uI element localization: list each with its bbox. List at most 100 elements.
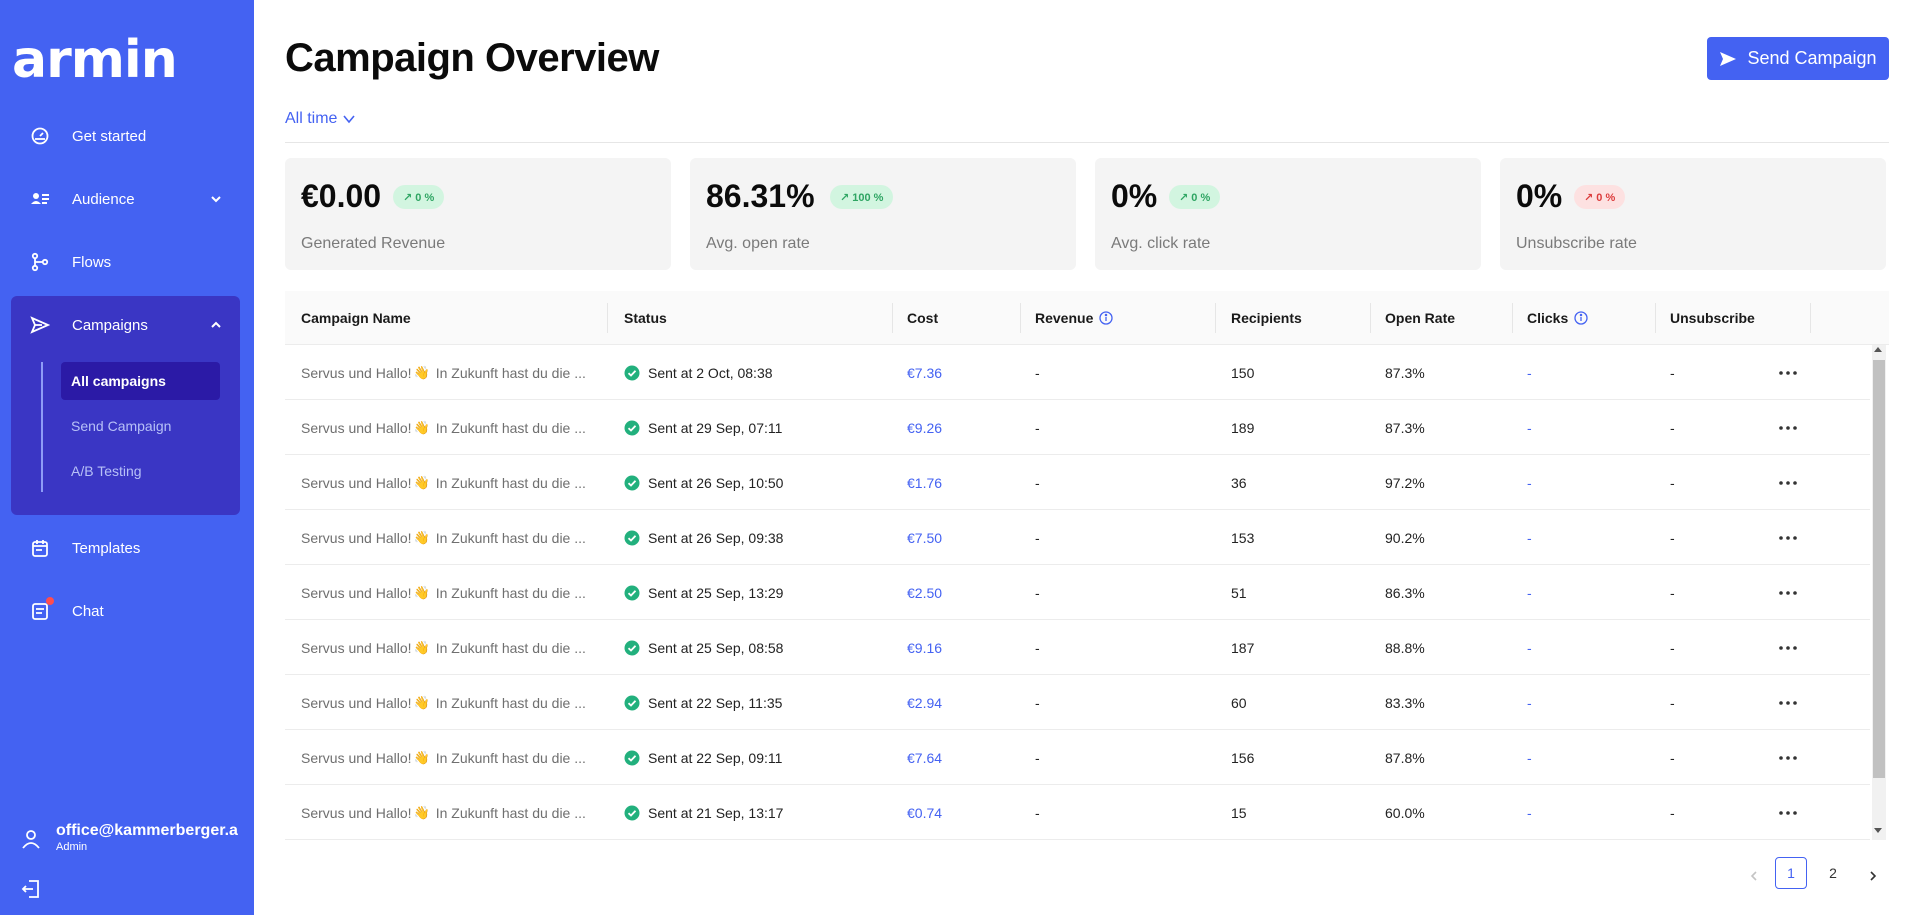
clicks-cell[interactable]: - <box>1527 345 1532 400</box>
campaign-name: Servus und Hallo! <box>301 804 412 821</box>
table-row[interactable]: Servus und Hallo! 👋 In Zukunft hast du die… <box>285 345 1870 400</box>
more-options-icon[interactable] <box>1779 730 1797 785</box>
sidebar-subitem-ab-testing[interactable]: A/B Testing <box>71 463 142 479</box>
pagination-next-button[interactable] <box>1857 860 1889 892</box>
recipients-cell: 150 <box>1231 345 1254 400</box>
campaign-name-cell[interactable]: Servus und Hallo! 👋 In Zukunft hast du die… <box>301 345 586 400</box>
check-circle-icon <box>624 420 640 435</box>
trend-badge: ↗ 0 % <box>1169 185 1221 209</box>
logout-icon[interactable] <box>20 878 42 900</box>
send-campaign-label: Send Campaign <box>1747 48 1877 68</box>
sidebar-item-chat[interactable]: Chat <box>12 591 240 631</box>
campaign-name-cell[interactable]: Servus und Hallo! 👋 In Zukunft hast du die… <box>301 620 586 675</box>
table-row[interactable]: Servus und Hallo! 👋 In Zukunft hast du die… <box>285 675 1870 730</box>
app-logo[interactable]: armin <box>12 30 178 90</box>
table-row[interactable]: Servus und Hallo! 👋 In Zukunft hast du die… <box>285 455 1870 510</box>
cost-cell[interactable]: €0.74 <box>907 785 942 840</box>
campaign-preview: In Zukunft hast du die ... <box>435 694 586 711</box>
more-options-icon[interactable] <box>1779 785 1797 840</box>
sidebar-subitem-send-campaign[interactable]: Send Campaign <box>71 418 172 434</box>
waving-hand-icon: 👋 <box>413 419 430 435</box>
campaign-name-cell[interactable]: Servus und Hallo! 👋 In Zukunft hast du die… <box>301 510 586 565</box>
cost-cell[interactable]: €7.64 <box>907 730 942 785</box>
column-header-cost[interactable]: Cost <box>907 310 939 326</box>
campaign-name-cell[interactable]: Servus und Hallo! 👋 In Zukunft hast du die… <box>301 400 586 455</box>
unsubscribe-cell: - <box>1670 400 1675 455</box>
column-header-status[interactable]: Status <box>624 310 667 326</box>
table-row[interactable]: Servus und Hallo! 👋 In Zukunft hast du die… <box>285 565 1870 620</box>
campaign-name-cell[interactable]: Servus und Hallo! 👋 In Zukunft hast du die… <box>301 675 586 730</box>
info-icon[interactable] <box>1099 311 1114 325</box>
clicks-cell[interactable]: - <box>1527 455 1532 510</box>
table-row[interactable]: Servus und Hallo! 👋 In Zukunft hast du die… <box>285 620 1870 675</box>
info-icon[interactable] <box>1574 311 1588 325</box>
campaign-name-cell[interactable]: Servus und Hallo! 👋 In Zukunft hast du die… <box>301 785 586 840</box>
clicks-cell[interactable]: - <box>1527 730 1532 785</box>
stat-label: Unsubscribe rate <box>1516 235 1637 252</box>
pagination-prev-button[interactable] <box>1738 860 1770 892</box>
clicks-cell[interactable]: - <box>1527 510 1532 565</box>
sidebar-subitem-all-campaigns[interactable]: All campaigns <box>61 362 220 400</box>
waving-hand-icon: 👋 <box>413 474 430 490</box>
cost-cell[interactable]: €7.50 <box>907 510 942 565</box>
clicks-value: - <box>1527 694 1532 711</box>
time-filter-dropdown[interactable]: All time <box>285 110 356 128</box>
time-filter-label: All time <box>285 110 338 127</box>
table-row[interactable]: Servus und Hallo! 👋 In Zukunft hast du die… <box>285 510 1870 565</box>
send-icon <box>1720 51 1737 66</box>
more-options-icon[interactable] <box>1779 400 1797 455</box>
scroll-up-arrow[interactable] <box>1874 347 1882 352</box>
cost-value: €9.26 <box>907 419 943 436</box>
cost-cell[interactable]: €9.26 <box>907 400 942 455</box>
cost-cell[interactable]: €9.16 <box>907 620 942 675</box>
sidebar-item-flows[interactable]: Flows <box>12 242 240 282</box>
sidebar-item-campaigns[interactable]: Campaigns <box>12 305 240 345</box>
column-header-unsubscribe[interactable]: Unsubscribe <box>1670 310 1755 326</box>
scroll-down-arrow[interactable] <box>1874 828 1882 833</box>
pagination-page-2[interactable]: 2 <box>1829 865 1837 881</box>
pagination-page-1[interactable]: 1 <box>1775 857 1807 889</box>
open-rate-value: 88.8% <box>1385 639 1425 656</box>
column-header-revenue[interactable]: Revenue <box>1035 291 1114 345</box>
sidebar-item-get-started[interactable]: Get started <box>12 116 240 156</box>
column-header-open-rate[interactable]: Open Rate <box>1385 310 1456 326</box>
sidebar-item-label: Campaigns <box>72 316 148 334</box>
cost-cell[interactable]: €1.76 <box>907 455 942 510</box>
clicks-cell[interactable]: - <box>1527 675 1532 730</box>
scrollbar-thumb[interactable] <box>1873 360 1885 778</box>
campaign-name-cell[interactable]: Servus und Hallo! 👋 In Zukunft hast du die… <box>301 730 586 785</box>
cost-cell[interactable]: €2.50 <box>907 565 942 620</box>
more-options-icon[interactable] <box>1779 675 1797 730</box>
recipients-cell: 51 <box>1231 565 1247 620</box>
revenue-value: - <box>1035 364 1040 381</box>
send-campaign-button[interactable]: Send Campaign <box>1707 37 1889 80</box>
table-row[interactable]: Servus und Hallo! 👋 In Zukunft hast du die… <box>285 400 1870 455</box>
unsubscribe-cell: - <box>1670 620 1675 675</box>
table-row[interactable]: Servus und Hallo! 👋 In Zukunft hast du die… <box>285 730 1870 785</box>
more-options-icon[interactable] <box>1779 565 1797 620</box>
column-header-clicks[interactable]: Clicks <box>1527 291 1588 345</box>
unsubscribe-cell: - <box>1670 565 1675 620</box>
sidebar-item-templates[interactable]: Templates <box>12 528 240 568</box>
more-options-icon[interactable] <box>1779 620 1797 675</box>
cost-value: €7.50 <box>907 529 943 546</box>
campaign-name-cell[interactable]: Servus und Hallo! 👋 In Zukunft hast du die… <box>301 565 586 620</box>
sidebar-item-audience[interactable]: Audience <box>12 179 240 219</box>
user-profile[interactable]: office@kammerberger.a Admin <box>20 822 256 853</box>
cost-cell[interactable]: €2.94 <box>907 675 942 730</box>
campaign-name-cell[interactable]: Servus und Hallo! 👋 In Zukunft hast du die… <box>301 455 586 510</box>
column-header-name[interactable]: Campaign Name <box>301 310 411 326</box>
more-options-icon[interactable] <box>1779 510 1797 565</box>
clicks-cell[interactable]: - <box>1527 400 1532 455</box>
cost-cell[interactable]: €7.36 <box>907 345 942 400</box>
column-header-recipients[interactable]: Recipients <box>1231 310 1302 326</box>
more-options-icon[interactable] <box>1779 455 1797 510</box>
unsubscribe-cell: - <box>1670 455 1675 510</box>
table-row[interactable]: Servus und Hallo! 👋 In Zukunft hast du die… <box>285 785 1870 840</box>
status-cell: Sent at 26 Sep, 09:38 <box>624 510 783 565</box>
open-rate-value: 87.8% <box>1385 749 1425 766</box>
more-options-icon[interactable] <box>1779 345 1797 400</box>
clicks-cell[interactable]: - <box>1527 565 1532 620</box>
clicks-cell[interactable]: - <box>1527 620 1532 675</box>
clicks-cell[interactable]: - <box>1527 785 1532 840</box>
